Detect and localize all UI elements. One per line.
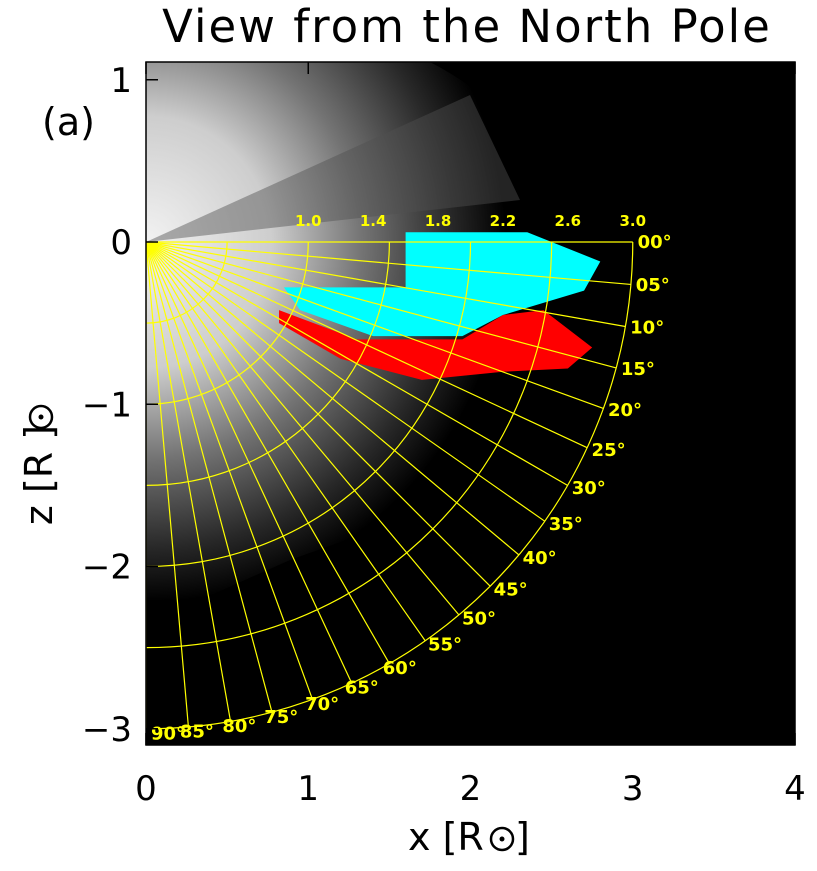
corona-brightness	[146, 62, 546, 600]
grid-arc	[146, 241, 634, 730]
y-tick-label: 0	[110, 223, 132, 263]
angle-label: 05°	[636, 275, 670, 296]
radial-label: 1.4	[360, 212, 387, 230]
region-0	[283, 232, 601, 337]
radial-label: 3.0	[619, 212, 646, 230]
grid-arc	[146, 241, 390, 486]
grid-arc	[146, 241, 472, 568]
angle-label: 10°	[630, 317, 664, 338]
sun-symbol-icon	[489, 826, 515, 852]
radial-label: 2.6	[555, 212, 582, 230]
angle-label: 70°	[305, 694, 339, 715]
x-tick-label: 1	[297, 769, 319, 809]
grid-arc	[146, 241, 228, 324]
y-tick-label: −2	[82, 548, 132, 588]
angle-label: 25°	[592, 440, 626, 461]
svg-text:z [R ]: z [R ]	[17, 425, 61, 525]
x-tick-label: 4	[784, 769, 806, 809]
svg-text:x [R: x [R	[408, 815, 484, 859]
sun-symbol-icon	[28, 404, 54, 430]
radial-label: 2.2	[490, 212, 517, 230]
axis-ticks: 0 1 2 3 4 1 0 −1 −2 −3	[82, 61, 806, 809]
angle-label: 90°	[151, 724, 185, 745]
polar-grid-labels: 1.0 1.4 1.8 2.2 2.6 3.0 00° 05° 10° 15° 20° 25° 30° 3…	[151, 212, 672, 745]
angle-label: 00°	[638, 232, 672, 253]
angle-label: 85°	[180, 722, 214, 743]
angle-label: 45°	[494, 580, 528, 601]
y-tick-label: −3	[82, 710, 132, 750]
svg-text:]: ]	[515, 815, 530, 859]
panel-label: (a)	[42, 100, 95, 144]
angle-label: 65°	[345, 678, 379, 699]
angle-label: 75°	[264, 707, 298, 728]
angle-label: 80°	[222, 716, 256, 737]
angle-label: 15°	[621, 359, 655, 380]
x-tick-label: 2	[460, 769, 482, 809]
grid-arc	[146, 241, 553, 649]
angle-label: 35°	[549, 514, 583, 535]
x-axis-label: x [R ]	[408, 815, 530, 859]
chart-title: View from the North Pole	[162, 0, 772, 53]
y-tick-label: −1	[82, 385, 132, 425]
angle-label: 20°	[608, 400, 642, 421]
x-tick-label: 3	[622, 769, 644, 809]
polar-grid	[146, 241, 634, 730]
radial-label: 1.8	[425, 212, 452, 230]
y-axis-label: z [R ]	[17, 404, 61, 525]
angle-label: 30°	[572, 478, 606, 499]
corona-dark-wedge	[146, 95, 520, 242]
angle-label: 40°	[523, 548, 557, 569]
grid-arc	[146, 241, 309, 405]
y-tick-label: 1	[110, 61, 132, 101]
angle-label: 50°	[462, 609, 496, 630]
radial-label: 1.0	[295, 212, 322, 230]
x-tick-label: 0	[135, 769, 157, 809]
angle-label: 55°	[428, 635, 462, 656]
angle-label: 60°	[383, 658, 417, 679]
